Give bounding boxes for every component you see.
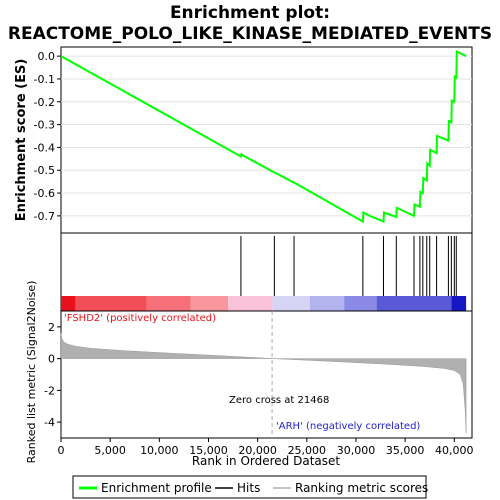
- es-panel: 0.0 -0.1 -0.2 -0.3 -0.4 -0.5 -0.6 -0.7 Enrichme…: [14, 46, 473, 234]
- es-y-tick-label: -0.2: [34, 96, 55, 109]
- es-y-tick-label: -0.5: [34, 164, 55, 177]
- x-tick-label: 30,000: [337, 444, 376, 457]
- es-y-ticks: 0.0 -0.1 -0.2 -0.3 -0.4 -0.5 -0.6 -0.7: [34, 50, 61, 223]
- hit-lines: [240, 236, 457, 296]
- metric-panel: 2 0 -2 -4 'FSHD2' (positively correlated) '…: [25, 281, 473, 464]
- color-bar-segment: [376, 296, 452, 311]
- x-tick-label: 20,000: [238, 444, 277, 457]
- x-axis-ticks: 0 5,000 10,000 15,000 20,000 25,000 30,000 35,0…: [58, 438, 474, 457]
- chart-title: Enrichment plot:: [170, 3, 330, 23]
- ranking-metric-area: [60, 333, 467, 434]
- es-y-tick-label: 0.0: [38, 50, 56, 63]
- metric-y-tick-label: -4: [44, 416, 55, 429]
- x-tick-label: 40,000: [435, 444, 474, 457]
- color-bar-segment: [451, 296, 467, 311]
- metric-y-tick-label: -2: [44, 384, 55, 397]
- metric-y-tick-label: 2: [48, 321, 55, 334]
- legend-label-hits: Hits: [237, 481, 260, 495]
- es-panel-frame: [60, 46, 473, 234]
- color-bar-segment: [344, 296, 377, 311]
- color-bar-segment: [309, 296, 345, 311]
- zero-cross-label: Zero cross at 21468: [229, 395, 329, 406]
- metric-ylabel: Ranked list metric (Signal2Noise): [25, 281, 38, 464]
- metric-panel-frame: [60, 310, 473, 439]
- x-tick-label: 0: [58, 444, 65, 457]
- es-y-tick-label: -0.4: [34, 141, 55, 154]
- legend-label-ranking-metric: Ranking metric scores: [295, 481, 428, 495]
- color-bar-segment: [190, 296, 229, 311]
- x-axis-label: Rank in Ordered Dataset: [192, 454, 340, 468]
- es-y-tick-label: -0.1: [34, 73, 55, 86]
- legend-label-enrichment-profile: Enrichment profile: [101, 481, 212, 495]
- x-tick-label: 35,000: [386, 444, 425, 457]
- chart-subtitle: REACTOME_POLO_LIKE_KINASE_MEDIATED_EVENT…: [8, 24, 492, 44]
- x-tick-label: 15,000: [189, 444, 228, 457]
- color-bar-segment: [61, 296, 76, 311]
- hits-panel: [60, 232, 473, 312]
- es-gridlines: [61, 55, 472, 217]
- metric-y-ticks: 2 0 -2 -4: [44, 321, 61, 429]
- es-y-tick-label: -0.6: [34, 187, 55, 200]
- es-y-tick-label: -0.3: [34, 119, 55, 132]
- x-tick-label: 25,000: [288, 444, 327, 457]
- color-bar-segment: [75, 296, 147, 311]
- es-y-tick-label: -0.7: [34, 210, 55, 223]
- es-ylabel: Enrichment score (ES): [14, 59, 29, 222]
- legend-box: [72, 475, 427, 499]
- color-bar-segment: [228, 296, 273, 311]
- negative-label: 'ARH' (negatively correlated): [276, 421, 420, 432]
- positive-label: 'FSHD2' (positively correlated): [64, 313, 216, 324]
- ranked-color-bar: [61, 296, 467, 311]
- color-bar-segment: [146, 296, 191, 311]
- color-bar-segment: [272, 296, 310, 311]
- x-tick-label: 10,000: [140, 444, 179, 457]
- x-tick-label: 5,000: [94, 444, 126, 457]
- metric-y-tick-label: 0: [48, 353, 55, 366]
- enrichment-profile-line: [60, 50, 467, 224]
- legend: Enrichment profile Hits Ranking metric s…: [72, 475, 428, 499]
